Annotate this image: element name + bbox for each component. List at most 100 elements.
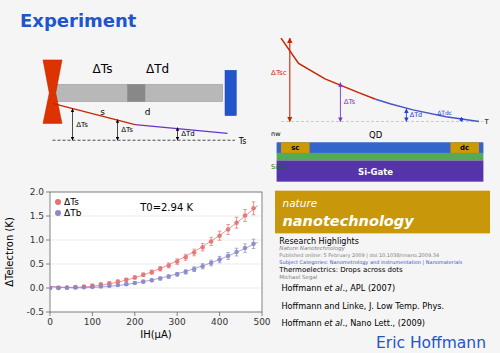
data-point bbox=[73, 285, 78, 290]
y-tick-label: 0.5 bbox=[30, 259, 44, 269]
x-tick-label: 400 bbox=[211, 317, 228, 327]
legend-label: ΔTb bbox=[64, 208, 82, 218]
annotation: ΔTdc bbox=[437, 109, 452, 116]
error-bar bbox=[192, 249, 196, 256]
y-tick bbox=[46, 288, 50, 289]
x-axis-label: IH(μA) bbox=[140, 329, 172, 340]
y-tick bbox=[46, 312, 50, 313]
data-point bbox=[133, 281, 138, 286]
data-point bbox=[183, 270, 188, 275]
data-point bbox=[50, 286, 52, 291]
error-bar bbox=[209, 260, 213, 266]
oxide-layer bbox=[277, 153, 484, 160]
data-point bbox=[141, 273, 146, 278]
arrow bbox=[117, 120, 118, 141]
annotation: Si-Gate bbox=[358, 167, 393, 177]
data-point bbox=[217, 233, 222, 238]
legend-marker bbox=[55, 210, 61, 216]
data-point bbox=[243, 246, 248, 251]
annotation: T bbox=[484, 118, 490, 126]
error-bar bbox=[243, 244, 247, 252]
drain-contact bbox=[450, 142, 479, 153]
x-tick-label: 0 bbox=[47, 317, 53, 327]
annotation: Hoffmann et al., APL (2007) bbox=[281, 283, 395, 293]
data-point bbox=[107, 284, 112, 289]
arrow bbox=[72, 109, 73, 140]
profile-hot bbox=[281, 38, 376, 99]
annotation: ΔTd bbox=[181, 130, 195, 138]
annotation-part: et al bbox=[324, 283, 343, 293]
plot-frame bbox=[50, 192, 262, 312]
y-tick-label: 1.0 bbox=[30, 235, 45, 245]
data-point bbox=[149, 270, 154, 275]
y-tick bbox=[46, 264, 50, 265]
data-point bbox=[56, 285, 61, 290]
annotation: ΔTsc bbox=[271, 69, 287, 77]
data-point bbox=[65, 285, 70, 290]
annotation-part: ., Nano Lett., (2009) bbox=[342, 318, 425, 328]
data-point bbox=[73, 285, 78, 290]
data-point bbox=[209, 261, 214, 266]
error-bar bbox=[141, 273, 145, 277]
error-bar bbox=[218, 256, 222, 262]
plot-area bbox=[50, 192, 262, 312]
annotation: Michael Segal bbox=[279, 274, 318, 281]
error-bar bbox=[125, 278, 129, 281]
annotation: Published online: 5 February 2009 | doi:… bbox=[279, 252, 439, 259]
arrow bbox=[177, 128, 178, 141]
annotation: QD bbox=[369, 130, 383, 140]
grid-line bbox=[50, 240, 262, 241]
annotation: Hoffmann and Linke, J. Low Temp. Phys. bbox=[281, 301, 444, 311]
annotation: nw bbox=[271, 130, 281, 138]
heater bbox=[43, 60, 62, 123]
data-point bbox=[124, 282, 129, 287]
y-tick-label: 0.0 bbox=[30, 283, 45, 293]
error-bar bbox=[158, 277, 162, 280]
error-bar bbox=[252, 202, 256, 215]
data-point bbox=[116, 283, 121, 288]
legend-marker bbox=[55, 199, 61, 205]
marks bbox=[50, 202, 258, 290]
error-bar bbox=[184, 270, 188, 274]
error-bar bbox=[201, 243, 205, 250]
data-point bbox=[158, 276, 163, 281]
legend: ΔTsΔTb bbox=[55, 197, 82, 218]
x-tick-label: 100 bbox=[84, 317, 101, 327]
data-point bbox=[183, 255, 188, 260]
error-bar bbox=[116, 280, 120, 283]
data-point bbox=[158, 267, 163, 272]
annotation: ΔTs bbox=[93, 62, 113, 76]
annotation: dc bbox=[460, 144, 469, 152]
data-point bbox=[243, 213, 248, 218]
data-point bbox=[209, 239, 214, 244]
data-point bbox=[124, 278, 129, 283]
qd-diagram bbox=[277, 38, 484, 182]
y-tick-label: 2.0 bbox=[30, 187, 45, 197]
data-point bbox=[226, 227, 231, 232]
data-point bbox=[56, 286, 61, 291]
error-bar bbox=[201, 264, 205, 269]
error-bar bbox=[184, 254, 188, 260]
annotation: T0=2.94 K bbox=[139, 202, 193, 213]
arrow bbox=[340, 83, 341, 122]
y-tick-label: 1.5 bbox=[30, 211, 44, 221]
data-point bbox=[82, 284, 87, 289]
data-point bbox=[50, 286, 52, 291]
annotation: nature bbox=[283, 197, 318, 209]
dot-section bbox=[128, 85, 146, 102]
annotation: ΔTs bbox=[344, 98, 356, 106]
error-bar bbox=[235, 217, 239, 228]
annotation: Subject Categories: Nanometrology and in… bbox=[279, 259, 462, 266]
fit-line bbox=[50, 242, 258, 288]
annotations: T0=2.94 KΔTsΔTdsdTsΔTsΔTsΔTdSi-Gatescdcn… bbox=[76, 62, 489, 352]
data-point bbox=[192, 267, 197, 272]
error-bar bbox=[226, 252, 230, 259]
data-point bbox=[200, 245, 205, 250]
error-bar bbox=[226, 224, 230, 234]
annotation-part: et al bbox=[324, 318, 343, 328]
arrow bbox=[406, 109, 407, 122]
annotation: s bbox=[100, 107, 105, 117]
annotation: nanotechnology bbox=[283, 213, 415, 229]
data-point bbox=[141, 279, 146, 284]
error-bar bbox=[167, 275, 171, 278]
